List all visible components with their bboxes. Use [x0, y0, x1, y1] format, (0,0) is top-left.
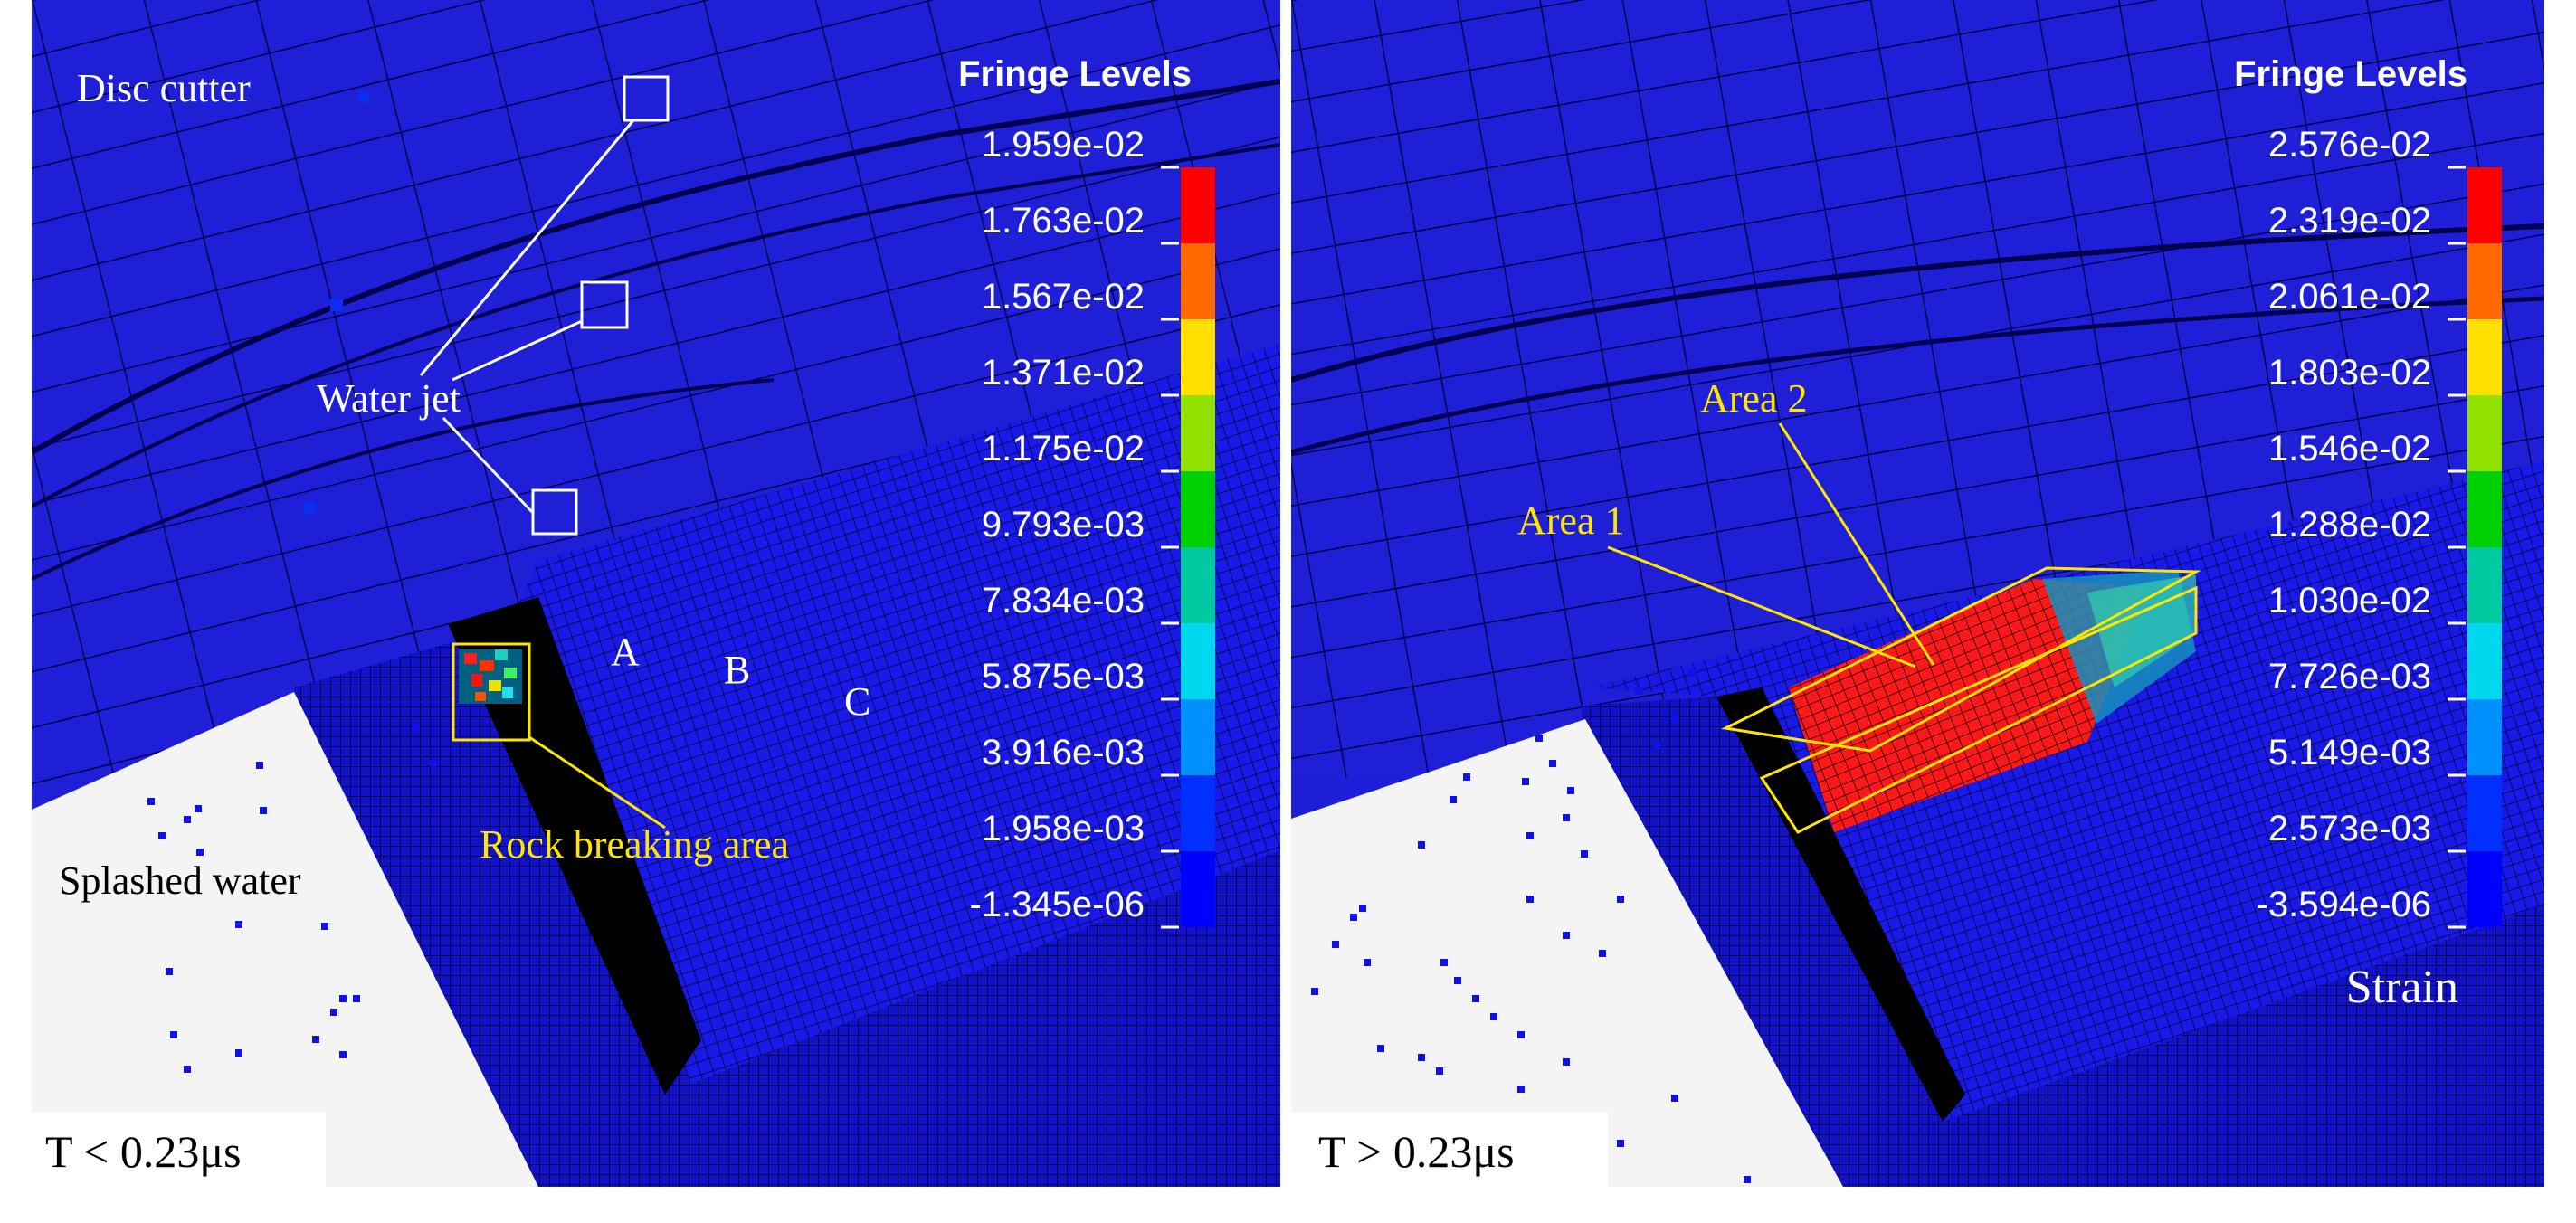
water-jet-marker-1 [623, 75, 670, 122]
legend-color-step [2467, 623, 2502, 699]
time-label: T > 0.23μs [1318, 1126, 1515, 1177]
area-1-box [1721, 566, 2201, 753]
legend-color-step [2467, 167, 2502, 243]
point-c-label: C [844, 679, 870, 724]
panel-before: Disc cutter Water jet Splashed water Roc… [32, 0, 1280, 1187]
fringe-levels-title: Fringe Levels [2234, 54, 2467, 94]
legend-value: 1.958e-03 [982, 809, 1145, 849]
legend-value: 1.959e-02 [982, 125, 1145, 165]
point-a-label: A [611, 630, 640, 674]
rock-breaking-area-label: Rock breaking area [480, 822, 789, 867]
point-b-label: B [724, 648, 750, 692]
legend-color-step [2467, 395, 2502, 471]
legend-color-step [1181, 623, 1215, 699]
strain-label: Strain [2346, 962, 2458, 1013]
legend-color-step [2467, 699, 2502, 775]
legend-value: 1.803e-02 [2268, 353, 2431, 393]
legend-value: 7.726e-03 [2268, 657, 2431, 697]
legend-value: 1.567e-02 [982, 277, 1145, 317]
legend-value: 1.175e-02 [982, 429, 1145, 469]
legend-value: 2.576e-02 [2268, 125, 2431, 165]
splashed-water-region [32, 692, 538, 1187]
time-label-box [32, 1113, 326, 1187]
legend-color-step [1181, 243, 1215, 319]
fringe-legend [1181, 167, 1215, 927]
rock-breaking-box [452, 642, 531, 742]
time-label: T < 0.23μs [45, 1126, 242, 1177]
fringe-levels-title: Fringe Levels [958, 54, 1192, 94]
legend-color-step [1181, 471, 1215, 547]
area-2-box [1759, 585, 2198, 834]
legend-value: 2.061e-02 [2268, 277, 2431, 317]
legend-value: 3.916e-03 [982, 733, 1145, 773]
area-2-label: Area 2 [1700, 376, 1808, 421]
legend-value: 1.288e-02 [2268, 505, 2431, 545]
legend-value: 2.319e-02 [2268, 201, 2431, 241]
fringe-legend-values: 2.576e-02 2.319e-02 2.061e-02 1.803e-02 1.54… [2257, 125, 2466, 929]
splashed-water-region [1291, 719, 1843, 1187]
legend-value: 5.149e-03 [2268, 733, 2431, 773]
legend-value: 5.875e-03 [982, 657, 1145, 697]
water-jet-label: Water jet [317, 376, 461, 421]
legend-value: 7.834e-03 [982, 581, 1145, 621]
water-droplets [147, 724, 437, 1073]
legend-color-step [1181, 699, 1215, 775]
legend-color-step [1181, 167, 1215, 243]
area-1-label: Area 1 [1517, 498, 1625, 543]
water-jet-marker-2 [580, 280, 629, 329]
legend-color-step [1181, 395, 1215, 471]
fringe-legend-values: 1.959e-02 1.763e-02 1.567e-02 1.371e-02 1.17… [970, 125, 1179, 929]
legend-color-step [1181, 547, 1215, 623]
legend-value: 1.371e-02 [982, 353, 1145, 393]
legend-color-step [2467, 319, 2502, 395]
panel-after: Area 2 Area 1 Fringe Levels Strain T > 0… [1291, 0, 2544, 1187]
legend-value: -3.594e-06 [2257, 885, 2431, 924]
rock-surface-mesh [484, 344, 1280, 1086]
legend-color-step [1181, 851, 1215, 927]
legend-value: 2.573e-03 [2268, 809, 2431, 849]
damage-zone [1789, 579, 2151, 832]
splashed-water-label: Splashed water [59, 858, 301, 903]
legend-color-step [1181, 319, 1215, 395]
legend-value: 1.546e-02 [2268, 429, 2431, 469]
legend-color-step [2467, 471, 2502, 547]
legend-color-step [2467, 775, 2502, 851]
legend-color-step [1181, 775, 1215, 851]
legend-value: -1.345e-06 [970, 885, 1145, 924]
legend-color-step [2467, 851, 2502, 927]
legend-value: 9.793e-03 [982, 505, 1145, 545]
legend-color-step [2467, 547, 2502, 623]
disc-cutter-label: Disc cutter [77, 66, 251, 110]
rock-breaking-patch [459, 649, 522, 704]
rock-surface-mesh [1590, 461, 2544, 1122]
legend-value: 1.763e-02 [982, 201, 1145, 241]
water-droplets [1311, 669, 1751, 1183]
time-label-box [1291, 1113, 1608, 1187]
legend-color-step [2467, 243, 2502, 319]
fringe-legend [2467, 167, 2502, 927]
legend-value: 1.030e-02 [2268, 581, 2431, 621]
